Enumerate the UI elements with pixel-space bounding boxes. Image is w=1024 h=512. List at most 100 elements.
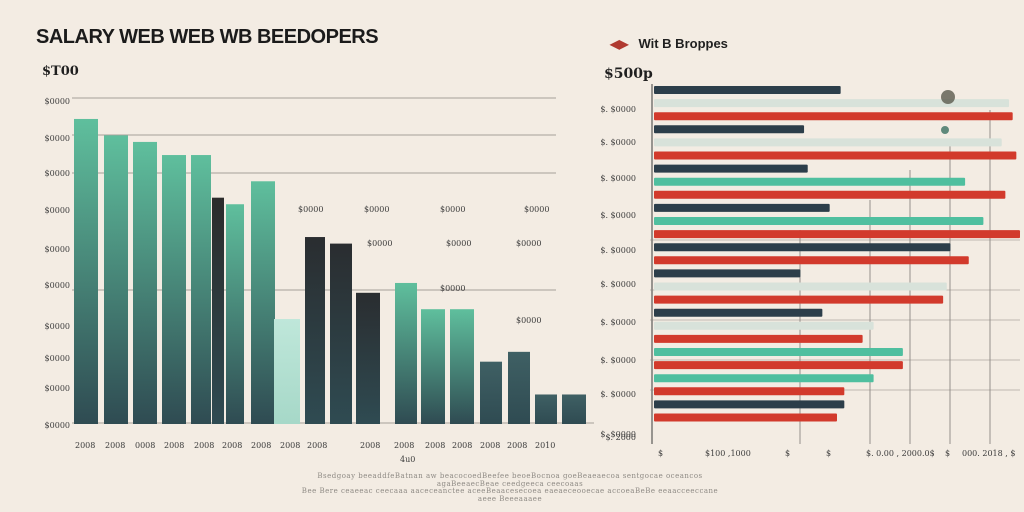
- bar: [274, 319, 300, 424]
- bar: [654, 177, 966, 186]
- bar: [654, 230, 1020, 239]
- bar: [251, 181, 275, 424]
- y-tick-label: $0000: [45, 97, 70, 106]
- annotation-label: $0000: [446, 239, 471, 248]
- x-tick-label: 2008: [425, 441, 445, 450]
- bar: [654, 321, 874, 330]
- bar: [654, 348, 903, 356]
- y-tick-label: $0000: [45, 134, 70, 143]
- x-tick-label: $. 0.00 , 2000.0$: [866, 449, 935, 458]
- x-tick-label: $100 ,1000: [705, 449, 751, 458]
- x-tick-label: $: [945, 449, 950, 458]
- y-tick-label: $0000: [45, 421, 70, 430]
- y-tick-label: $. $0000: [600, 356, 636, 365]
- bar: [654, 138, 1002, 147]
- x-tick-label: 2008: [222, 441, 242, 450]
- chart-title: SALARY WEB WEB WB BEEDOPERS: [36, 26, 379, 48]
- footnote-line-2: Bee Bere ceaeeac ceecaaa aaceceanctee ac…: [301, 487, 719, 503]
- y-tick-label: $0000: [45, 322, 70, 331]
- bar: [654, 190, 1006, 199]
- y-tick-label: $0000: [45, 281, 70, 290]
- bar: [654, 269, 801, 278]
- legend-marker-icon: ◀▶: [610, 36, 629, 51]
- x-tick-label: 2008: [251, 441, 271, 450]
- bar: [654, 86, 841, 94]
- y-tick-label: $. $0000: [600, 174, 636, 183]
- legend-label: Wit B Broppes: [638, 36, 728, 51]
- bar: [226, 204, 244, 424]
- bar: [162, 155, 186, 425]
- bar: [654, 387, 845, 396]
- x-sub-label: 4u0: [400, 455, 415, 464]
- y-tick-label: $0000: [45, 384, 70, 393]
- x-tick-label: $: [785, 449, 790, 458]
- x-tick-label: 2008: [480, 441, 500, 450]
- bar: [480, 361, 502, 424]
- x-tick-label: 2008: [280, 441, 300, 450]
- footnote-line-1: Bsedgoay beeaddfeBatnan aw beacocoedBeef…: [317, 472, 703, 488]
- y-tick-label: $. $0000: [600, 280, 636, 289]
- x-tick-label: 2008: [75, 441, 95, 450]
- bar: [654, 243, 951, 252]
- annotation-label: $0000: [524, 205, 549, 214]
- bar: [654, 400, 845, 409]
- right-ymax-label: $500p: [604, 66, 653, 82]
- left-bar-chart: $0000 $0000 $0000 $0000 $0000 $0000 $0000 $0000…: [45, 97, 594, 464]
- x-tick-label: $: [826, 449, 831, 458]
- y-tick-label: $0000: [45, 245, 70, 254]
- bar: [450, 309, 474, 424]
- bottom-label: $. 2000: [605, 433, 636, 442]
- y-tick-label: $0000: [45, 206, 70, 215]
- x-tick-label: 2008: [394, 441, 414, 450]
- y-tick-label: $. $0000: [600, 138, 636, 147]
- annotation-label: $0000: [298, 205, 323, 214]
- y-tick-label: $. $0000: [600, 318, 636, 327]
- annotation-label: $0000: [440, 205, 465, 214]
- bar: [654, 295, 944, 304]
- annotation-label: $0000: [516, 239, 541, 248]
- bar: [654, 164, 808, 173]
- y-tick-label: $. $0000: [600, 246, 636, 255]
- x-tick-label: 2008: [360, 441, 380, 450]
- x-tick-label: 2010: [535, 441, 555, 450]
- annotation-label: $0000: [440, 284, 465, 293]
- bar: [356, 292, 380, 424]
- bar: [212, 197, 224, 424]
- bar: [133, 141, 157, 425]
- bar: [104, 135, 128, 425]
- x-tick-label: 2008: [164, 441, 184, 450]
- annotation-label: $0000: [364, 205, 389, 214]
- bar: [654, 125, 805, 134]
- bar: [654, 361, 903, 370]
- bar: [654, 112, 1013, 121]
- bar: [654, 334, 863, 343]
- bar: [654, 151, 1017, 160]
- bar: [654, 256, 969, 265]
- bar: [74, 118, 98, 425]
- y-tick-label: $. $0000: [600, 211, 636, 220]
- bar: [654, 374, 874, 383]
- x-tick-label: 2008: [307, 441, 327, 450]
- bar: [421, 309, 445, 424]
- x-tick-label: $: [658, 449, 663, 458]
- annotation-label: $0000: [367, 239, 392, 248]
- bar: [654, 217, 984, 225]
- marker-dot: [941, 90, 955, 104]
- bar: [562, 394, 586, 424]
- bar: [535, 394, 557, 424]
- legend: ◀▶ Wit B Broppes: [610, 36, 728, 51]
- marker-dot: [941, 126, 949, 134]
- bar: [508, 351, 530, 424]
- annotation-label: $0000: [516, 316, 541, 325]
- x-tick-label: 2008: [194, 441, 214, 450]
- x-tick-label: 2008: [507, 441, 527, 450]
- bar: [305, 237, 325, 424]
- bar: [654, 282, 947, 291]
- bar: [654, 99, 1010, 108]
- y-tick-label: $. $0000: [600, 390, 636, 399]
- y-tick-label: $. $0000: [600, 430, 636, 439]
- bar: [191, 155, 211, 425]
- x-tick-label: 2008: [105, 441, 125, 450]
- y-tick-label: $0000: [45, 354, 70, 363]
